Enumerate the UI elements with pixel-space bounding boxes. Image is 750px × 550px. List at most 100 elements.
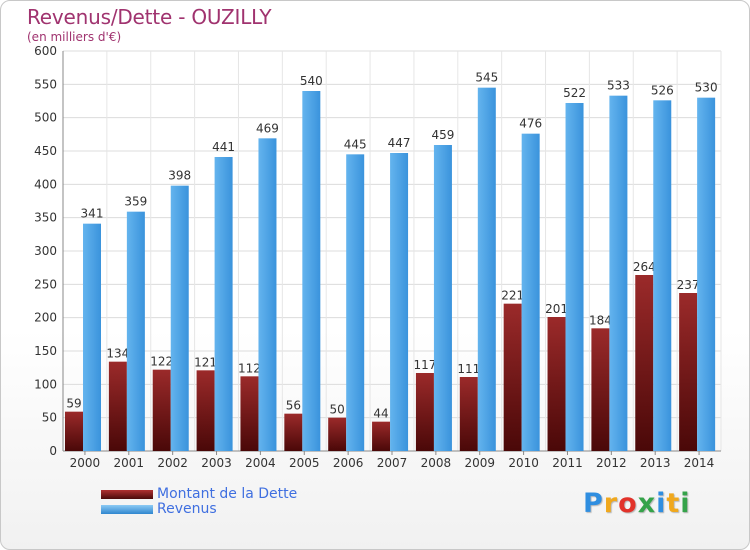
bar-revenue [258,138,277,452]
data-label-debt: 134 [106,347,129,361]
data-label-debt: 112 [238,361,261,375]
x-tick-label: 2000 [70,456,101,470]
bar-revenue [521,133,540,451]
logo-letter: t [666,488,681,519]
data-label-revenue: 441 [212,140,235,154]
data-label-debt: 121 [194,355,217,369]
x-tick-label: 2013 [640,456,671,470]
bar-debt [503,303,522,451]
y-tick-label: 150 [34,344,57,358]
bar-debt [108,361,127,451]
bar-revenue [697,97,716,452]
bar-revenue [609,95,628,452]
data-label-revenue: 540 [300,74,323,88]
x-tick-label: 2008 [421,456,452,470]
x-tick-label: 2001 [114,456,145,470]
x-tick-label: 2009 [464,456,495,470]
data-label-debt: 59 [66,397,81,411]
data-label-revenue: 522 [563,86,586,100]
bar-debt [459,377,478,451]
bar-debt [328,417,347,451]
data-label-revenue: 476 [519,117,542,131]
x-tick-label: 2007 [377,456,408,470]
bar-debt [415,373,434,451]
bar-debt [240,376,259,451]
bar-debt [152,369,171,451]
x-tick-label: 2014 [684,456,715,470]
logo-letter: i [680,488,691,519]
x-tick-label: 2012 [596,456,627,470]
legend-label-revenue: Revenus [157,501,217,517]
bar-debt [547,317,566,451]
data-label-debt: 201 [545,302,568,316]
x-tick-label: 2006 [333,456,364,470]
bar-debt [372,421,391,451]
legend-swatch-revenue [101,505,153,514]
data-label-debt: 221 [501,289,524,303]
bar-revenue [346,154,365,452]
y-tick-label: 450 [34,144,57,158]
x-tick-label: 2003 [201,456,232,470]
data-label-revenue: 459 [431,128,454,142]
data-label-revenue: 398 [168,169,191,183]
chart-title: Revenus/Dette - OUZILLY [27,5,272,29]
logo-letter: x [637,488,657,519]
bar-revenue [653,100,672,451]
data-label-revenue: 359 [124,195,147,209]
y-tick-label: 100 [34,377,57,391]
bar-revenue [433,145,452,451]
proxiti-logo: Proxiti [583,488,691,519]
bar-revenue [214,157,233,451]
data-label-debt: 117 [413,358,436,372]
y-tick-label: 50 [42,411,57,425]
bar-debt [679,293,698,451]
bar-debt [65,411,83,451]
data-label-debt: 264 [633,260,656,274]
data-label-debt: 50 [330,403,345,417]
x-tick-label: 2002 [157,456,188,470]
chart-subtitle: (en milliers d'€) [27,30,122,44]
y-tick-label: 350 [34,211,57,225]
bar-revenue [390,153,409,451]
logo-letter: P [583,488,604,519]
data-label-debt: 111 [457,362,480,376]
data-label-revenue: 447 [388,136,411,150]
data-label-debt: 122 [150,355,173,369]
data-label-debt: 184 [589,313,612,327]
logo-letter: i [656,488,667,519]
y-tick-label: 600 [34,44,57,58]
x-tick-label: 2004 [245,456,276,470]
x-tick-label: 2010 [508,456,539,470]
y-tick-label: 550 [34,77,57,91]
data-label-revenue: 533 [607,79,630,93]
bar-revenue [302,91,321,451]
data-label-debt: 44 [373,407,388,421]
data-label-revenue: 341 [81,207,104,221]
bar-revenue [565,103,584,451]
bar-debt [635,275,654,451]
legend-swatch-debt [101,490,153,499]
x-tick-label: 2005 [289,456,320,470]
bar-debt [196,370,215,451]
x-tick-label: 2011 [552,456,583,470]
bar-debt [591,328,610,451]
y-tick-label: 0 [49,444,57,458]
logo-letter: o [618,488,638,519]
bar-revenue [477,87,496,452]
data-label-revenue: 545 [475,71,498,85]
logo-letter: r [603,488,619,519]
bar-debt [284,413,303,451]
bar-revenue [126,211,145,451]
legend-label-debt: Montant de la Dette [157,486,298,502]
data-label-revenue: 469 [256,121,279,135]
data-label-debt: 56 [286,399,301,413]
y-tick-label: 250 [34,277,57,291]
bar-revenue [83,223,101,451]
y-tick-label: 300 [34,244,57,258]
data-label-debt: 237 [677,278,700,292]
data-label-revenue: 530 [695,81,718,95]
data-label-revenue: 445 [344,137,367,151]
bar-revenue [170,185,189,451]
